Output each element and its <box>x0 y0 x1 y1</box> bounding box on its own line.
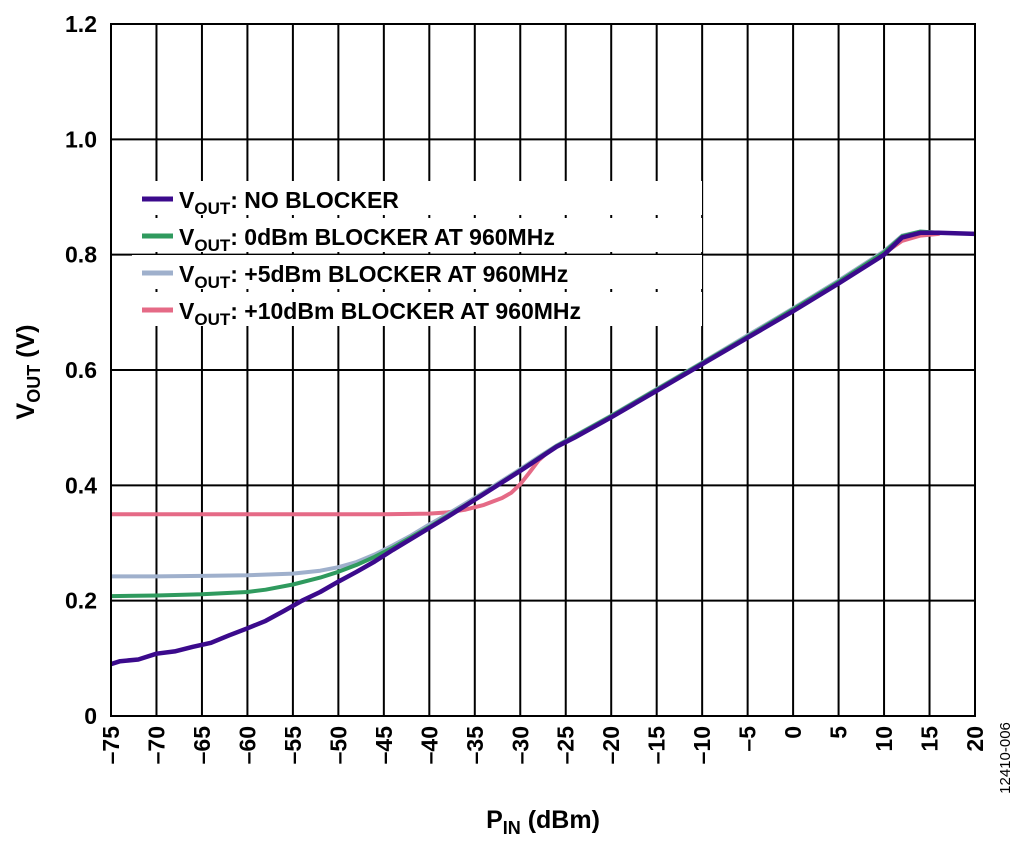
legend-label: VOUT: 0dBm BLOCKER AT 960MHz <box>179 224 555 255</box>
x-tick-label: –65 <box>189 726 215 765</box>
y-tick-label: 1.2 <box>65 11 97 37</box>
legend-row-background <box>132 218 702 252</box>
y-tick-label: 1.0 <box>65 126 97 152</box>
x-tick-label: –50 <box>325 726 351 764</box>
x-tick-label: –60 <box>234 726 260 764</box>
x-axis-title-main: P <box>486 806 503 834</box>
x-tick-label: –10 <box>689 726 715 764</box>
y-tick-label: 0.2 <box>65 588 97 614</box>
legend: VOUT: NO BLOCKER VOUT: 0dBm BLOCKER AT 96… <box>132 181 702 329</box>
x-tick-label: –25 <box>553 726 579 765</box>
plot-frame <box>110 23 976 717</box>
legend-row-background <box>132 255 702 289</box>
y-tick-label: 0.8 <box>65 242 97 268</box>
x-tick-label: –55 <box>280 726 306 765</box>
x-axis-title-sub: IN <box>503 818 521 838</box>
x-tick-label: 10 <box>871 726 897 752</box>
x-tick-labels: –75 –70 –65 –60 –55 –50 –45 –40 –35 –30 –25 –20 –15–… <box>98 726 988 765</box>
x-axis-title-tail: (dBm) <box>521 806 600 834</box>
legend-label: VOUT: NO BLOCKER <box>179 187 399 218</box>
x-tick-label: 15 <box>917 726 943 752</box>
figure-id-label: 12410-006 <box>997 722 1014 794</box>
x-tick-label: 0 <box>780 726 806 739</box>
grid <box>110 23 976 717</box>
x-tick-label: –70 <box>143 726 169 764</box>
y-axis-title-tail: (V) <box>12 325 40 365</box>
x-tick-label: –5 <box>735 726 761 752</box>
x-tick-label: –20 <box>598 726 624 764</box>
y-axis-title: VOUT (V) <box>12 325 44 420</box>
y-tick-label: 0 <box>84 703 97 729</box>
x-tick-label: –30 <box>507 726 533 764</box>
x-tick-label: –45 <box>371 726 397 765</box>
legend-row-background <box>132 181 702 215</box>
y-tick-label: 0.4 <box>65 472 97 498</box>
y-tick-labels: 0 0.2 0.4 0.6 0.8 1.0 1.2 <box>65 11 97 729</box>
x-tick-label: –15 <box>644 726 670 765</box>
x-tick-label: –35 <box>462 726 488 765</box>
x-axis-title: PIN (dBm) <box>486 806 600 838</box>
series-line-0 <box>111 230 975 667</box>
legend-row-background <box>132 292 702 326</box>
y-tick-label: 0.6 <box>65 357 97 383</box>
x-tick-label: 5 <box>826 726 852 739</box>
y-axis-title-main: V <box>12 402 40 419</box>
legend-label: VOUT: +5dBm BLOCKER AT 960MHz <box>179 261 568 292</box>
x-tick-label: 20 <box>962 726 988 752</box>
legend-label: VOUT: +10dBm BLOCKER AT 960MHz <box>179 298 581 329</box>
x-tick-label: –75 <box>98 726 124 765</box>
x-tick-label: –40 <box>416 726 442 764</box>
series-lines <box>111 229 975 667</box>
y-axis-title-sub: OUT <box>24 365 44 403</box>
